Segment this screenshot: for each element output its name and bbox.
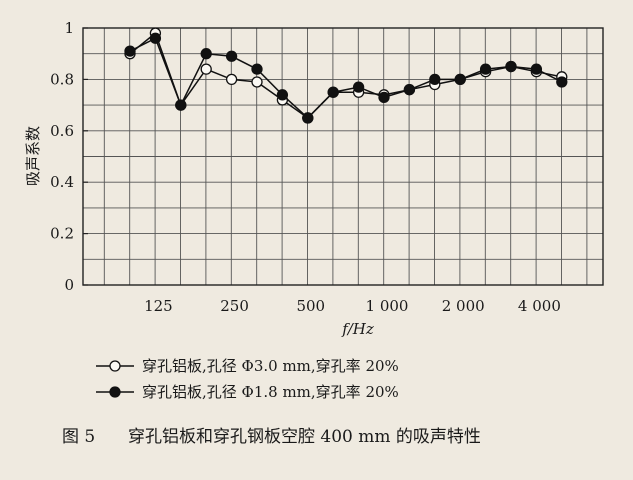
data-point: [479, 63, 492, 75]
x-tick-label: 4 000: [518, 297, 561, 315]
data-point: [225, 73, 238, 86]
data-point: [530, 63, 543, 75]
x-tick-label: 1 000: [366, 297, 409, 315]
data-point: [225, 50, 238, 62]
legend: 穿孔铝板,孔径 Φ3.0 mm,穿孔率 20% 穿孔铝板,孔径 Φ1.8 mm,穿…: [96, 357, 399, 401]
y-tick-label: 0.6: [50, 122, 74, 140]
y-tick-label: 1: [64, 19, 74, 37]
data-point: [556, 76, 568, 88]
x-tick-labels: 125 250 500 1 000 2 000 4 000: [144, 297, 561, 315]
x-tick-label: 250: [220, 297, 249, 315]
data-point: [403, 84, 416, 96]
data-point: [124, 45, 136, 57]
data-point: [149, 32, 162, 44]
x-tick-label: 125: [144, 297, 173, 315]
legend-label: 穿孔铝板,孔径 Φ3.0 mm,穿孔率 20%: [142, 357, 399, 375]
data-point: [251, 76, 263, 88]
data-point: [175, 99, 187, 111]
legend-marker: [109, 360, 121, 372]
legend-item-1: 穿孔铝板,孔径 Φ3.0 mm,穿孔率 20%: [96, 357, 399, 375]
series-layer: [124, 27, 568, 124]
data-point: [352, 81, 365, 93]
data-point: [429, 73, 441, 86]
data-point: [276, 89, 289, 101]
figure-caption-text: 穿孔铝板和穿孔钢板空腔 400 mm 的吸声特性: [128, 427, 481, 447]
y-axis-title: 吸声系数: [24, 126, 42, 186]
y-tick-label: 0.8: [50, 70, 74, 88]
legend-item-2: 穿孔铝板,孔径 Φ1.8 mm,穿孔率 20%: [96, 383, 399, 401]
data-point: [454, 73, 466, 86]
legend-label: 穿孔铝板,孔径 Φ1.8 mm,穿孔率 20%: [142, 383, 399, 401]
y-tick-label: 0: [64, 276, 74, 294]
data-point: [378, 91, 390, 104]
figure-caption-label: 图 5: [62, 427, 95, 447]
x-tick-label: 2 000: [442, 297, 485, 315]
data-point: [200, 63, 212, 75]
x-axis-title: f/Hz: [341, 320, 374, 338]
data-point: [505, 60, 517, 73]
y-tick-labels: 0 0.2 0.4 0.6 0.8 1: [50, 19, 88, 294]
data-point: [200, 48, 212, 60]
y-tick-label: 0.4: [50, 173, 74, 191]
data-point: [302, 112, 314, 124]
x-tick-label: 500: [296, 297, 325, 315]
grid-layer: [83, 28, 603, 285]
series-2: [124, 32, 568, 124]
y-tick-label: 0.2: [50, 225, 74, 243]
plot-frame: [82, 27, 604, 286]
legend-marker: [109, 386, 121, 398]
data-point: [251, 63, 263, 75]
data-point: [327, 86, 339, 98]
